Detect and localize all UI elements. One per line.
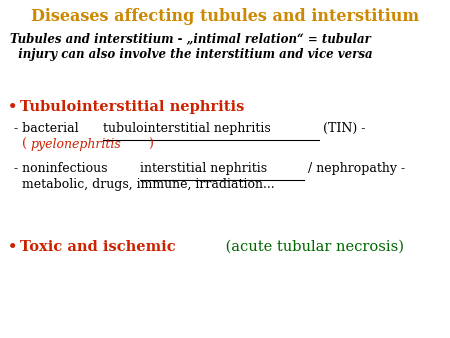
Text: interstitial nephritis: interstitial nephritis <box>140 162 267 175</box>
Text: - noninfectious: - noninfectious <box>14 162 112 175</box>
Text: Toxic and ischemic: Toxic and ischemic <box>20 240 176 254</box>
Text: Tubules and interstitium - „intimal relation“ = tubular: Tubules and interstitium - „intimal rela… <box>10 32 371 45</box>
Text: metabolic, drugs, immune, irradiation...: metabolic, drugs, immune, irradiation... <box>14 178 274 191</box>
Text: pyelonephritis: pyelonephritis <box>31 138 122 151</box>
Text: (TIN) -: (TIN) - <box>319 122 365 135</box>
Text: - bacterial: - bacterial <box>14 122 83 135</box>
Text: Diseases affecting tubules and interstitium: Diseases affecting tubules and interstit… <box>31 8 419 25</box>
Text: / nephropathy -: / nephropathy - <box>304 162 405 175</box>
Text: (: ( <box>14 138 27 151</box>
Text: •: • <box>8 240 18 254</box>
Text: (acute tubular necrosis): (acute tubular necrosis) <box>221 240 404 254</box>
Text: injury can also involve the interstitium and vice versa: injury can also involve the interstitium… <box>10 48 373 61</box>
Text: •: • <box>8 100 18 114</box>
Text: Tubulointerstitial nephritis: Tubulointerstitial nephritis <box>20 100 244 114</box>
Text: ): ) <box>148 138 153 151</box>
Text: tubulointerstitial nephritis: tubulointerstitial nephritis <box>103 122 270 135</box>
